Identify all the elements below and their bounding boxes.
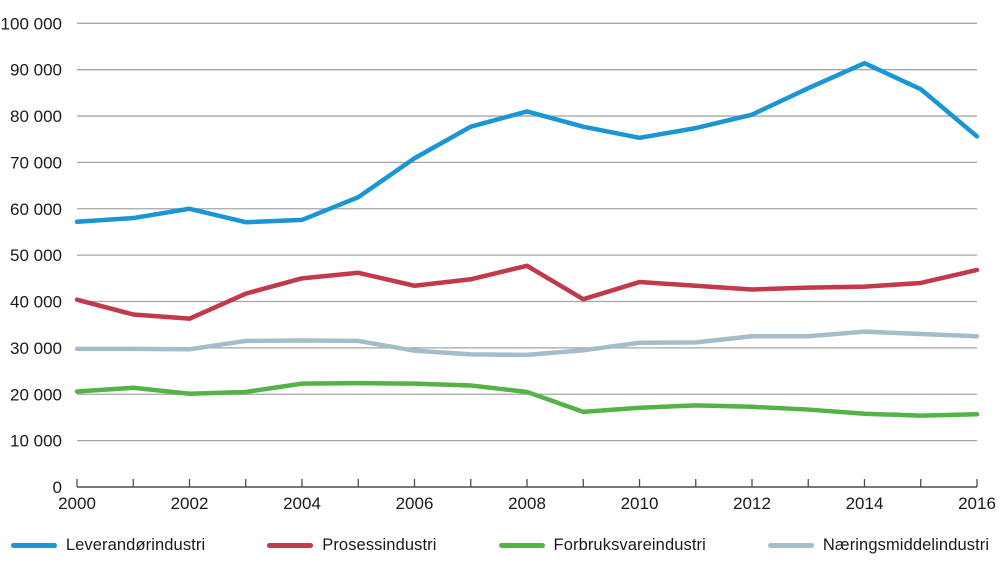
y-axis-tick-label: 90 000 xyxy=(10,61,62,80)
series-line-forbruksvareindustri xyxy=(74,380,980,418)
legend-swatch-icon xyxy=(267,543,314,548)
series-line-næringsmiddelindustri xyxy=(74,329,980,358)
y-axis-tick-label: 30 000 xyxy=(10,339,62,358)
y-axis-tick-label: 20 000 xyxy=(10,385,62,404)
legend-label: Leverandørindustri xyxy=(65,536,206,554)
x-axis-tick-label: 2010 xyxy=(621,494,659,513)
series-line-prosessindustri xyxy=(74,263,980,321)
chart-legend: Leverandørindustri Prosessindustri Forbruk… xyxy=(0,536,1000,555)
y-axis-tick-label: 0 xyxy=(53,478,62,497)
y-axis-tick-label: 80 000 xyxy=(10,107,62,126)
legend-swatch-icon xyxy=(10,543,57,548)
y-axis-tick-label: 100 000 xyxy=(1,14,62,33)
y-axis-tick-label: 70 000 xyxy=(10,153,62,172)
series-line-leverandørindustri xyxy=(74,60,980,225)
y-axis-tick-label: 40 000 xyxy=(10,293,62,312)
legend-label: Forbruksvareindustri xyxy=(553,536,706,554)
legend-swatch-icon xyxy=(767,543,814,548)
x-axis-tick-label: 2006 xyxy=(396,494,434,513)
x-axis-tick-label: 2014 xyxy=(846,494,884,513)
y-axis-tick-label: 50 000 xyxy=(10,246,62,265)
y-axis-tick-label: 10 000 xyxy=(10,432,62,451)
legend-label: Prosessindustri xyxy=(322,536,437,554)
x-axis-tick-label: 2004 xyxy=(283,494,321,513)
x-axis-tick-label: 2012 xyxy=(733,494,771,513)
legend-item-næringsmiddelindustri: Næringsmiddelindustri xyxy=(767,536,990,555)
legend-item-forbruksvareindustri: Forbruksvareindustri xyxy=(498,536,706,555)
y-axis-tick-label: 60 000 xyxy=(10,200,62,219)
x-axis-tick-label: 2008 xyxy=(508,494,546,513)
x-axis-tick-label: 2002 xyxy=(171,494,209,513)
x-axis-tick-label: 2000 xyxy=(58,494,96,513)
legend-item-prosessindustri: Prosessindustri xyxy=(267,536,436,555)
legend-swatch-icon xyxy=(498,543,545,548)
x-axis-tick-label: 2016 xyxy=(958,494,996,513)
legend-item-leverandørindustri: Leverandørindustri xyxy=(10,536,206,555)
legend-label: Næringsmiddelindustri xyxy=(822,536,990,554)
